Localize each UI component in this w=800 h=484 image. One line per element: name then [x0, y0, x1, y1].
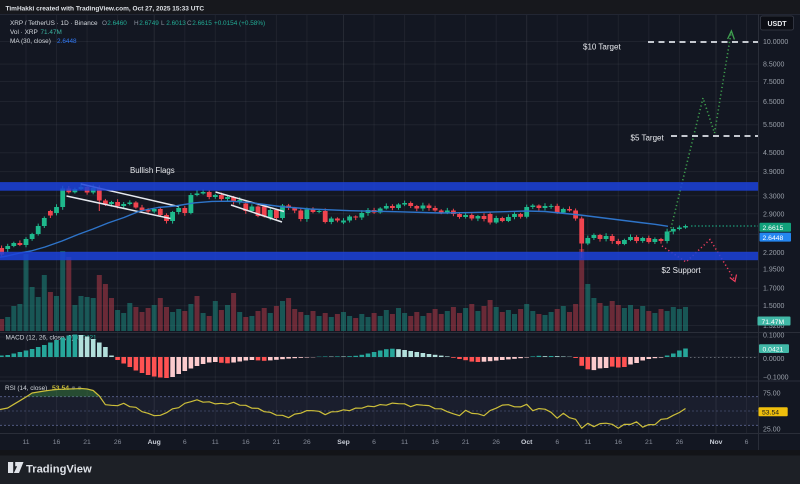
svg-text:2.6749: 2.6749 — [139, 20, 159, 27]
svg-text:Nov: Nov — [710, 439, 723, 446]
svg-text:XRP / TetherUS · 1D · Binance: XRP / TetherUS · 1D · Binance — [10, 20, 98, 27]
svg-text:53.54: 53.54 — [762, 409, 779, 416]
svg-text:2.2000: 2.2000 — [763, 250, 785, 257]
svg-text:0.0421: 0.0421 — [763, 346, 784, 353]
svg-text:−0.1000: −0.1000 — [763, 375, 789, 382]
svg-text:16: 16 — [53, 439, 61, 446]
svg-text:3.3000: 3.3000 — [763, 193, 785, 200]
svg-text:53.54: 53.54 — [52, 385, 69, 392]
svg-text:$10 Target: $10 Target — [583, 43, 621, 52]
svg-text:Aug: Aug — [148, 439, 161, 446]
svg-text:2.6615: 2.6615 — [763, 225, 784, 232]
svg-text:11: 11 — [584, 439, 591, 446]
svg-text:RSI (14, close): RSI (14, close) — [5, 385, 47, 392]
svg-text:O: O — [102, 20, 107, 27]
svg-text:MA (30, close): MA (30, close) — [10, 38, 51, 45]
svg-text:Sep: Sep — [337, 439, 349, 446]
svg-text:TimHakki created with TradingV: TimHakki created with TradingView.com, O… — [6, 6, 205, 13]
svg-text:2.6615: 2.6615 — [192, 20, 212, 27]
svg-text:11: 11 — [401, 439, 408, 446]
svg-text:7.5000: 7.5000 — [763, 79, 785, 86]
svg-text:2.6460: 2.6460 — [107, 20, 127, 27]
svg-text:$2 Support: $2 Support — [662, 266, 702, 275]
svg-text:71.47M: 71.47M — [41, 29, 62, 36]
svg-text:6: 6 — [555, 439, 559, 446]
svg-text:21: 21 — [83, 439, 91, 446]
svg-text:6.5000: 6.5000 — [763, 99, 785, 106]
svg-text:$5 Target: $5 Target — [631, 134, 665, 143]
svg-text:4.5000: 4.5000 — [763, 150, 785, 157]
svg-text:6: 6 — [745, 439, 749, 446]
svg-text:16: 16 — [242, 439, 250, 446]
svg-text:2.6448: 2.6448 — [57, 38, 77, 45]
svg-text:10.0000: 10.0000 — [763, 39, 788, 46]
svg-text:26: 26 — [114, 439, 122, 446]
svg-text:16: 16 — [615, 439, 623, 446]
svg-text:2.6448: 2.6448 — [763, 235, 784, 242]
svg-text:H: H — [134, 20, 139, 27]
svg-text:6: 6 — [372, 439, 376, 446]
svg-text:26: 26 — [303, 439, 311, 446]
svg-text:1.7000: 1.7000 — [763, 286, 785, 293]
svg-text:71.47M: 71.47M — [762, 319, 785, 326]
svg-text:2.6013: 2.6013 — [166, 20, 186, 27]
svg-text:C: C — [187, 20, 192, 27]
svg-text:26: 26 — [492, 439, 500, 446]
svg-text:75.00: 75.00 — [763, 391, 781, 398]
svg-text:Bullish Flags: Bullish Flags — [130, 166, 175, 175]
svg-text:MACD (12, 26, close, 9): MACD (12, 26, close, 9) — [6, 334, 74, 341]
svg-text:26: 26 — [676, 439, 684, 446]
svg-text:Vol · XRP: Vol · XRP — [10, 29, 38, 36]
svg-text:6: 6 — [183, 439, 187, 446]
svg-text:11: 11 — [212, 439, 219, 446]
svg-text:8.5000: 8.5000 — [763, 62, 785, 69]
svg-text:1.5000: 1.5000 — [763, 303, 785, 310]
svg-text:+0.0154 (+0.58%): +0.0154 (+0.58%) — [214, 20, 265, 27]
svg-text:0.0000: 0.0000 — [763, 356, 785, 363]
svg-text:0.1000: 0.1000 — [763, 333, 785, 340]
svg-text:5.5000: 5.5000 — [763, 122, 785, 129]
svg-text:25.00: 25.00 — [763, 427, 781, 434]
svg-text:2.9000: 2.9000 — [763, 211, 785, 218]
svg-text:Oct: Oct — [521, 439, 533, 446]
svg-text:L: L — [161, 20, 165, 27]
svg-text:21: 21 — [273, 439, 281, 446]
svg-text:11: 11 — [22, 439, 29, 446]
svg-text:USDT: USDT — [767, 21, 787, 28]
svg-text:TradingView: TradingView — [26, 464, 92, 476]
svg-text:21: 21 — [462, 439, 470, 446]
svg-text:1.3200: 1.3200 — [763, 323, 785, 330]
svg-text:21: 21 — [645, 439, 653, 446]
svg-text:1.9500: 1.9500 — [763, 267, 785, 274]
svg-text:16: 16 — [431, 439, 439, 446]
svg-text:3.9000: 3.9000 — [763, 169, 785, 176]
